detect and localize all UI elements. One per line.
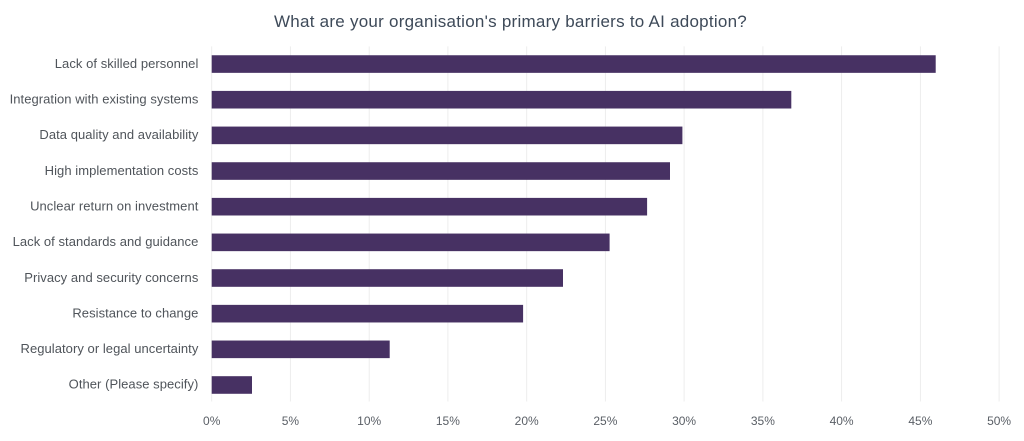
svg-text:What are your organisation's p: What are your organisation's primary bar… (274, 12, 747, 31)
svg-text:Other (Please specify): Other (Please specify) (69, 377, 199, 392)
svg-text:35%: 35% (751, 414, 775, 428)
svg-text:20%: 20% (515, 414, 539, 428)
svg-text:50%: 50% (987, 414, 1011, 428)
svg-text:10%: 10% (357, 414, 381, 428)
svg-text:45%: 45% (908, 414, 932, 428)
svg-text:Lack of standards and guidance: Lack of standards and guidance (13, 234, 199, 249)
svg-text:0%: 0% (203, 414, 221, 428)
svg-text:Lack of skilled personnel: Lack of skilled personnel (55, 56, 199, 71)
svg-text:Data quality and availability: Data quality and availability (39, 127, 198, 142)
svg-text:High implementation costs: High implementation costs (45, 163, 199, 178)
svg-text:Regulatory or legal uncertaint: Regulatory or legal uncertainty (21, 341, 199, 356)
svg-text:Integration with existing syst: Integration with existing systems (10, 91, 199, 106)
svg-text:Resistance to change: Resistance to change (72, 305, 198, 320)
svg-text:40%: 40% (830, 414, 854, 428)
svg-text:Privacy and security concerns: Privacy and security concerns (24, 270, 199, 285)
svg-text:30%: 30% (672, 414, 696, 428)
svg-text:25%: 25% (593, 414, 617, 428)
svg-text:5%: 5% (282, 414, 300, 428)
svg-text:Unclear return on investment: Unclear return on investment (30, 198, 199, 213)
svg-text:15%: 15% (436, 414, 460, 428)
